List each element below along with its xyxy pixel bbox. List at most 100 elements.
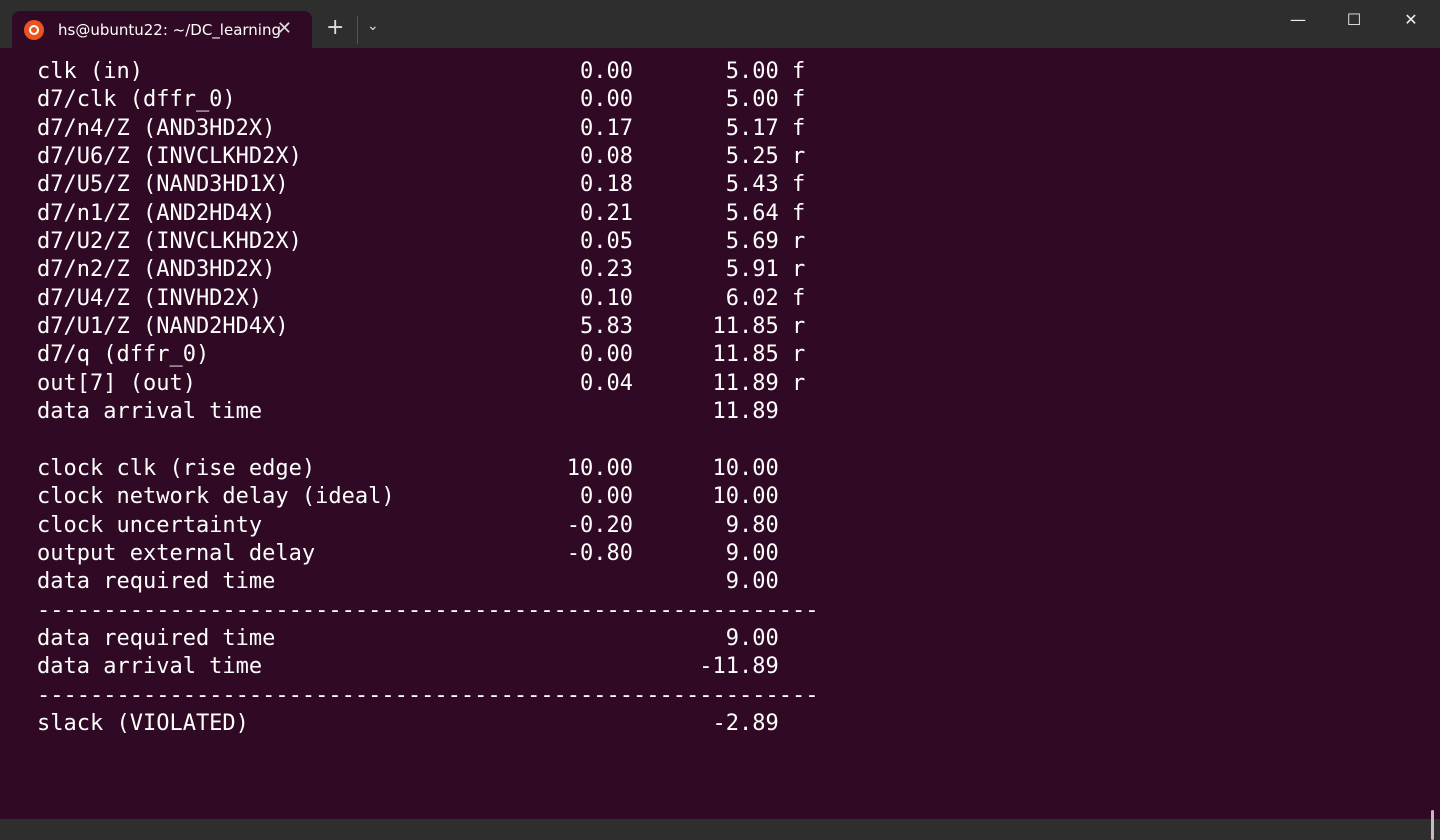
incr-value: -0.80 [566, 540, 634, 566]
path-value: 11.85 [712, 314, 779, 340]
incr-value: 0.00 [580, 59, 634, 84]
close-window-button[interactable]: ✕ [1404, 10, 1418, 29]
path-value: 9.00 [725, 625, 779, 651]
terminal-output[interactable]: clk (in) 0.00 5.00 f d7/clk (dffr_0) 0.00 5.00… [0, 48, 1440, 840]
tab-title: hs@ubuntu22: ~/DC_learning [58, 21, 282, 39]
title-bar: hs@ubuntu22: ~/DC_learning ✕ + ⌄ — ☐ ✕ [0, 0, 1440, 49]
line-label: d7/U6/Z (INVCLKHD2X) [37, 144, 302, 170]
incr-value: 0.17 [580, 115, 634, 141]
line-label: clock clk (rise edge) [37, 455, 316, 481]
line-label: d7/q (dffr_0) [37, 342, 210, 368]
close-tab-icon[interactable]: ✕ [276, 18, 292, 39]
edge-flag: r [791, 144, 806, 170]
line-label: ----------------------------------------… [37, 682, 819, 708]
incr-value: 10.00 [566, 455, 634, 481]
path-value: 5.43 [725, 172, 779, 198]
line-label: d7/n4/Z (AND3HD2X) [37, 115, 276, 141]
line-label: slack (VIOLATED) [37, 710, 249, 736]
report-line: data arrival time -11.89 [37, 653, 805, 681]
scrollbar[interactable] [1431, 810, 1434, 840]
ubuntu-logo-icon [24, 20, 44, 40]
report-line: data arrival time 11.89 [37, 398, 805, 426]
report-line: d7/n1/Z (AND2HD4X) 0.21 5.64 f [37, 200, 805, 228]
line-label: d7/clk (dffr_0) [37, 87, 236, 113]
path-value: 5.00 [725, 59, 779, 84]
path-value: 5.00 [725, 87, 779, 113]
report-line: clock network delay (ideal) 0.00 10.00 [37, 483, 805, 511]
line-label: clk (in) [37, 59, 143, 84]
path-value: 10.00 [712, 484, 779, 510]
report-line: data required time 9.00 [37, 568, 805, 596]
report-line: d7/n4/Z (AND3HD2X) 0.17 5.17 f [37, 115, 805, 143]
incr-value: 0.00 [580, 484, 634, 510]
edge-flag: f [791, 285, 806, 311]
edge-flag: f [791, 59, 806, 84]
line-label: data arrival time [37, 654, 263, 680]
line-label: d7/U2/Z (INVCLKHD2X) [37, 229, 302, 255]
edge-flag: r [791, 370, 806, 396]
path-value: 9.80 [725, 512, 779, 538]
chevron-down-icon[interactable]: ⌄ [367, 18, 379, 34]
minimize-button[interactable]: — [1290, 10, 1306, 29]
line-label: clock network delay (ideal) [37, 484, 395, 510]
path-value: -11.89 [699, 654, 779, 680]
path-value: 5.25 [725, 144, 779, 170]
line-label: d7/U5/Z (NAND3HD1X) [37, 172, 289, 198]
new-tab-button[interactable]: + [326, 15, 345, 40]
line-label: ----------------------------------------… [37, 597, 819, 623]
path-value: 11.85 [712, 342, 779, 368]
incr-value: -0.20 [566, 512, 634, 538]
report-line: d7/U4/Z (INVHD2X) 0.10 6.02 f [37, 285, 805, 313]
report-line: ----------------------------------------… [37, 682, 819, 710]
report-line: d7/U1/Z (NAND2HD4X) 5.83 11.85 r [37, 313, 805, 341]
path-value: 5.17 [725, 115, 779, 141]
line-label: d7/n1/Z (AND2HD4X) [37, 200, 276, 226]
timing-report: clk (in) 0.00 5.00 f d7/clk (dffr_0) 0.00 5.00… [37, 58, 819, 738]
path-value: 9.00 [725, 540, 779, 566]
line-label: out[7] (out) [37, 370, 196, 396]
edge-flag: r [791, 342, 806, 368]
path-value: 11.89 [712, 370, 779, 396]
incr-value: 0.23 [580, 257, 634, 283]
report-line: clk (in) 0.00 5.00 f [37, 58, 805, 86]
path-value: 5.64 [725, 200, 779, 226]
edge-flag: r [791, 229, 806, 255]
report-line: d7/U2/Z (INVCLKHD2X) 0.05 5.69 r [37, 228, 805, 256]
incr-value: 0.04 [580, 370, 634, 396]
report-line: data required time 9.00 [37, 625, 805, 653]
edge-flag: r [791, 257, 806, 283]
edge-flag: f [791, 115, 806, 141]
report-line: clock uncertainty -0.20 9.80 [37, 512, 805, 540]
path-value: 5.69 [725, 229, 779, 255]
report-line: d7/U5/Z (NAND3HD1X) 0.18 5.43 f [37, 171, 805, 199]
report-line: output external delay -0.80 9.00 [37, 540, 805, 568]
incr-value: 5.83 [580, 314, 634, 340]
divider [357, 16, 358, 44]
report-line: slack (VIOLATED) -2.89 [37, 710, 805, 738]
terminal-tab[interactable]: hs@ubuntu22: ~/DC_learning ✕ [12, 11, 312, 49]
path-value: 9.00 [725, 569, 779, 595]
line-label: output external delay [37, 540, 316, 566]
maximize-button[interactable]: ☐ [1346, 10, 1362, 29]
report-line: ----------------------------------------… [37, 597, 819, 625]
incr-value: 0.05 [580, 229, 634, 255]
report-line: d7/n2/Z (AND3HD2X) 0.23 5.91 r [37, 256, 805, 284]
path-value: 11.89 [712, 399, 779, 425]
edge-flag: f [791, 200, 806, 226]
line-label: data arrival time [37, 399, 263, 425]
edge-flag: f [791, 172, 806, 198]
line-label: d7/n2/Z (AND3HD2X) [37, 257, 276, 283]
report-line: out[7] (out) 0.04 11.89 r [37, 370, 805, 398]
incr-value: 0.00 [580, 87, 634, 113]
incr-value: 0.10 [580, 285, 634, 311]
report-line: clock clk (rise edge) 10.00 10.00 [37, 455, 805, 483]
report-line: d7/U6/Z (INVCLKHD2X) 0.08 5.25 r [37, 143, 805, 171]
line-label: data required time [37, 569, 276, 595]
line-label: clock uncertainty [37, 512, 263, 538]
edge-flag: f [791, 87, 806, 113]
report-line: d7/clk (dffr_0) 0.00 5.00 f [37, 86, 805, 114]
path-value: 10.00 [712, 455, 779, 481]
incr-value: 0.00 [580, 342, 634, 368]
incr-value: 0.18 [580, 172, 634, 198]
line-label: d7/U1/Z (NAND2HD4X) [37, 314, 289, 340]
